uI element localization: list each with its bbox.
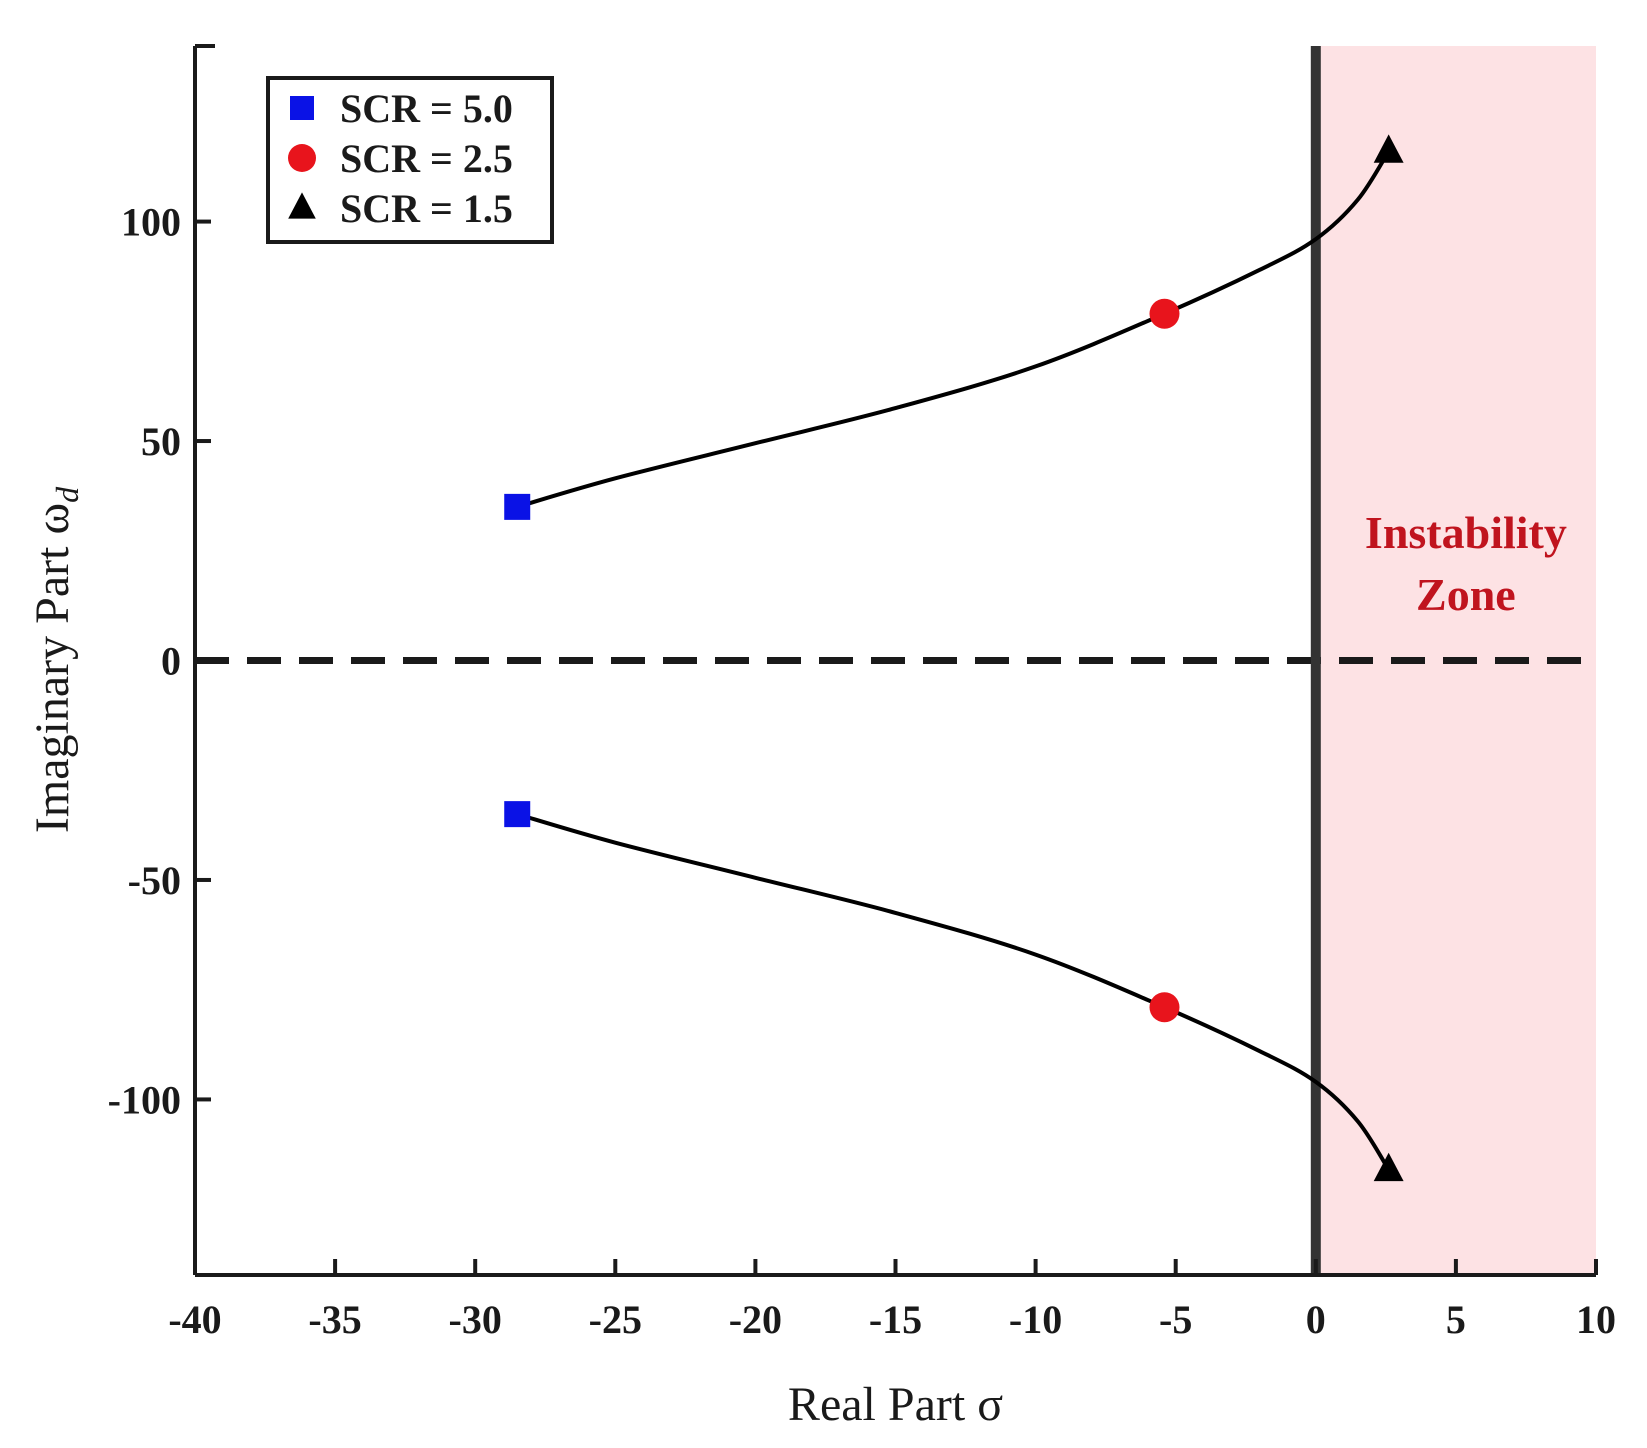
data-point-triangle-lower [1373,1152,1404,1182]
legend-marker-circle [288,144,316,172]
y-tick-label: -100 [108,1077,181,1122]
marks-layer [504,134,1404,1182]
legend-label: SCR = 5.0 [340,86,513,131]
legend-layer: SCR = 5.0 SCR = 2.5 SCR = 1.5 [266,76,554,244]
x-tick-label: 5 [1446,1297,1466,1342]
y-axis-title: Imaginary Part ωd [26,486,85,833]
y-tick-label: 100 [121,200,181,245]
axes-layer [193,44,1598,1277]
root-locus-curve-upper [516,150,1391,509]
x-tick-label: 0 [1306,1297,1326,1342]
instability-zone-label-line1: Instability [1365,507,1567,558]
x-tick-label: -15 [869,1297,922,1342]
x-tick-label: -20 [729,1297,782,1342]
x-tick-label: 10 [1576,1297,1616,1342]
y-tick-label: -50 [128,858,181,903]
data-point-circle-lower [1149,992,1180,1023]
y-tick-label: 0 [161,639,181,684]
x-axis-title: Real Part σ [788,1378,1003,1431]
legend-label: SCR = 1.5 [340,186,513,231]
y-tick-label: 50 [141,419,181,464]
legend-marker-square [290,96,314,120]
text-layer: -40 -35 -30 -25 -20 -15 -10 -5 0 5 10100500-50-100… [26,200,1616,1431]
x-tick-label: -10 [1009,1297,1062,1342]
x-tick-label: -30 [449,1297,502,1342]
y-axis-title-main: Imaginary Part ω [26,503,79,833]
data-point-circle-upper [1149,298,1180,329]
data-point-triangle-upper [1373,134,1404,163]
instability-zone-label-line2: Zone [1416,569,1516,620]
y-axis-title-subscript: d [49,486,85,503]
x-tick-label: -35 [308,1297,361,1342]
root-locus-curve-lower [516,812,1391,1171]
data-point-square-upper [504,493,531,520]
legend-marker-triangle [288,192,316,219]
lines-layer [195,46,1596,1275]
x-tick-label: -25 [589,1297,642,1342]
x-tick-label: -5 [1159,1297,1192,1342]
data-point-square-lower [504,801,531,828]
x-tick-label: -40 [168,1297,221,1342]
legend-label: SCR = 2.5 [340,136,513,181]
